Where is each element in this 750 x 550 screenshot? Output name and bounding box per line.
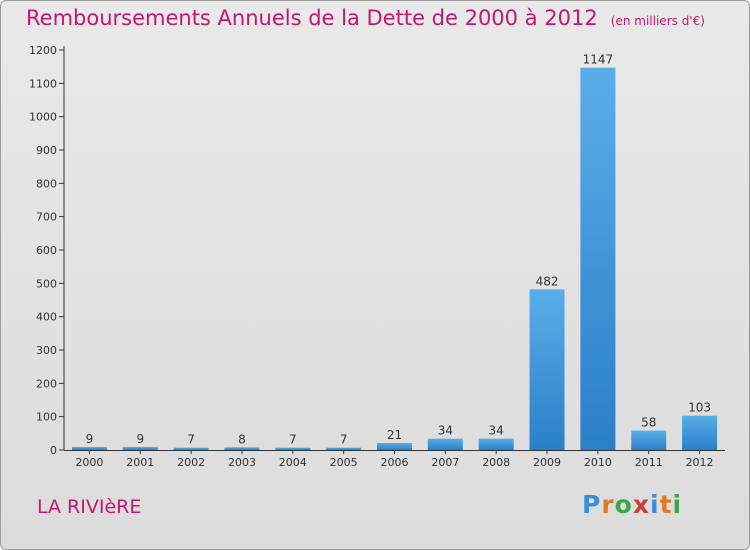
x-tick-label: 2007	[431, 456, 459, 469]
bar	[427, 438, 463, 450]
y-tick-label: 100	[36, 411, 57, 424]
logo-letter: o	[614, 490, 633, 519]
bar	[326, 447, 362, 450]
bar-value-label: 482	[536, 274, 559, 288]
logo-letter: r	[601, 490, 615, 519]
x-tick-label: 2001	[126, 456, 154, 469]
bar-value-label: 9	[86, 432, 94, 446]
bar-value-label: 9	[136, 432, 144, 446]
x-tick-label: 2004	[279, 456, 307, 469]
bar	[275, 447, 311, 450]
y-tick-label: 400	[36, 311, 57, 324]
bar-value-label: 7	[289, 433, 297, 447]
x-tick-label: 2008	[482, 456, 510, 469]
x-tick-label: 2002	[177, 456, 205, 469]
bar-value-label: 21	[387, 428, 402, 442]
chart-unit-label: (en milliers d'€)	[610, 14, 705, 28]
bar-value-label: 7	[340, 433, 348, 447]
chart-title-text: Remboursements Annuels de la Dette de 20…	[26, 6, 598, 30]
y-tick-label: 1000	[29, 111, 57, 124]
x-tick-label: 2009	[533, 456, 561, 469]
commune-name: LA RIVIèRE	[37, 496, 142, 518]
y-tick-label: 700	[36, 211, 57, 224]
y-tick-label: 300	[36, 344, 57, 357]
logo-letter: i	[650, 490, 660, 519]
x-tick-label: 2000	[75, 456, 103, 469]
chart-title: Remboursements Annuels de la Dette de 20…	[26, 6, 705, 30]
bar	[580, 67, 616, 451]
bar	[122, 447, 158, 450]
proxiti-logo: Proxiti	[582, 490, 682, 519]
y-tick-label: 600	[36, 244, 57, 257]
bar-value-label: 103	[688, 401, 711, 415]
bar-value-label: 7	[187, 433, 195, 447]
y-tick-label: 900	[36, 144, 57, 157]
x-tick-label: 2003	[228, 456, 256, 469]
y-tick-label: 500	[36, 277, 57, 290]
y-tick-label: 1200	[29, 44, 57, 57]
bar	[529, 289, 565, 450]
bar	[478, 438, 514, 450]
x-tick-label: 2010	[584, 456, 612, 469]
bar-value-label: 1147	[583, 53, 614, 67]
x-tick-label: 2011	[635, 456, 663, 469]
x-tick-label: 2012	[686, 456, 714, 469]
bar	[631, 430, 667, 450]
bar	[224, 447, 260, 450]
bar-value-label: 58	[641, 416, 656, 430]
x-tick-label: 2006	[381, 456, 409, 469]
logo-letter: P	[582, 490, 602, 519]
logo-letter: t	[659, 490, 673, 519]
bar-value-label: 34	[438, 424, 453, 438]
bar	[173, 447, 209, 450]
y-tick-label: 0	[50, 444, 57, 457]
logo-letter: x	[632, 490, 650, 519]
x-tick-label: 2005	[330, 456, 358, 469]
bar	[377, 443, 412, 450]
y-tick-label: 1100	[29, 77, 57, 90]
logo-letter: i	[672, 490, 683, 519]
bar-value-label: 34	[489, 424, 504, 438]
y-tick-label: 800	[36, 177, 57, 190]
y-tick-label: 200	[36, 377, 57, 390]
bar	[682, 415, 718, 450]
bar-value-label: 8	[238, 432, 246, 446]
bar	[71, 447, 107, 450]
